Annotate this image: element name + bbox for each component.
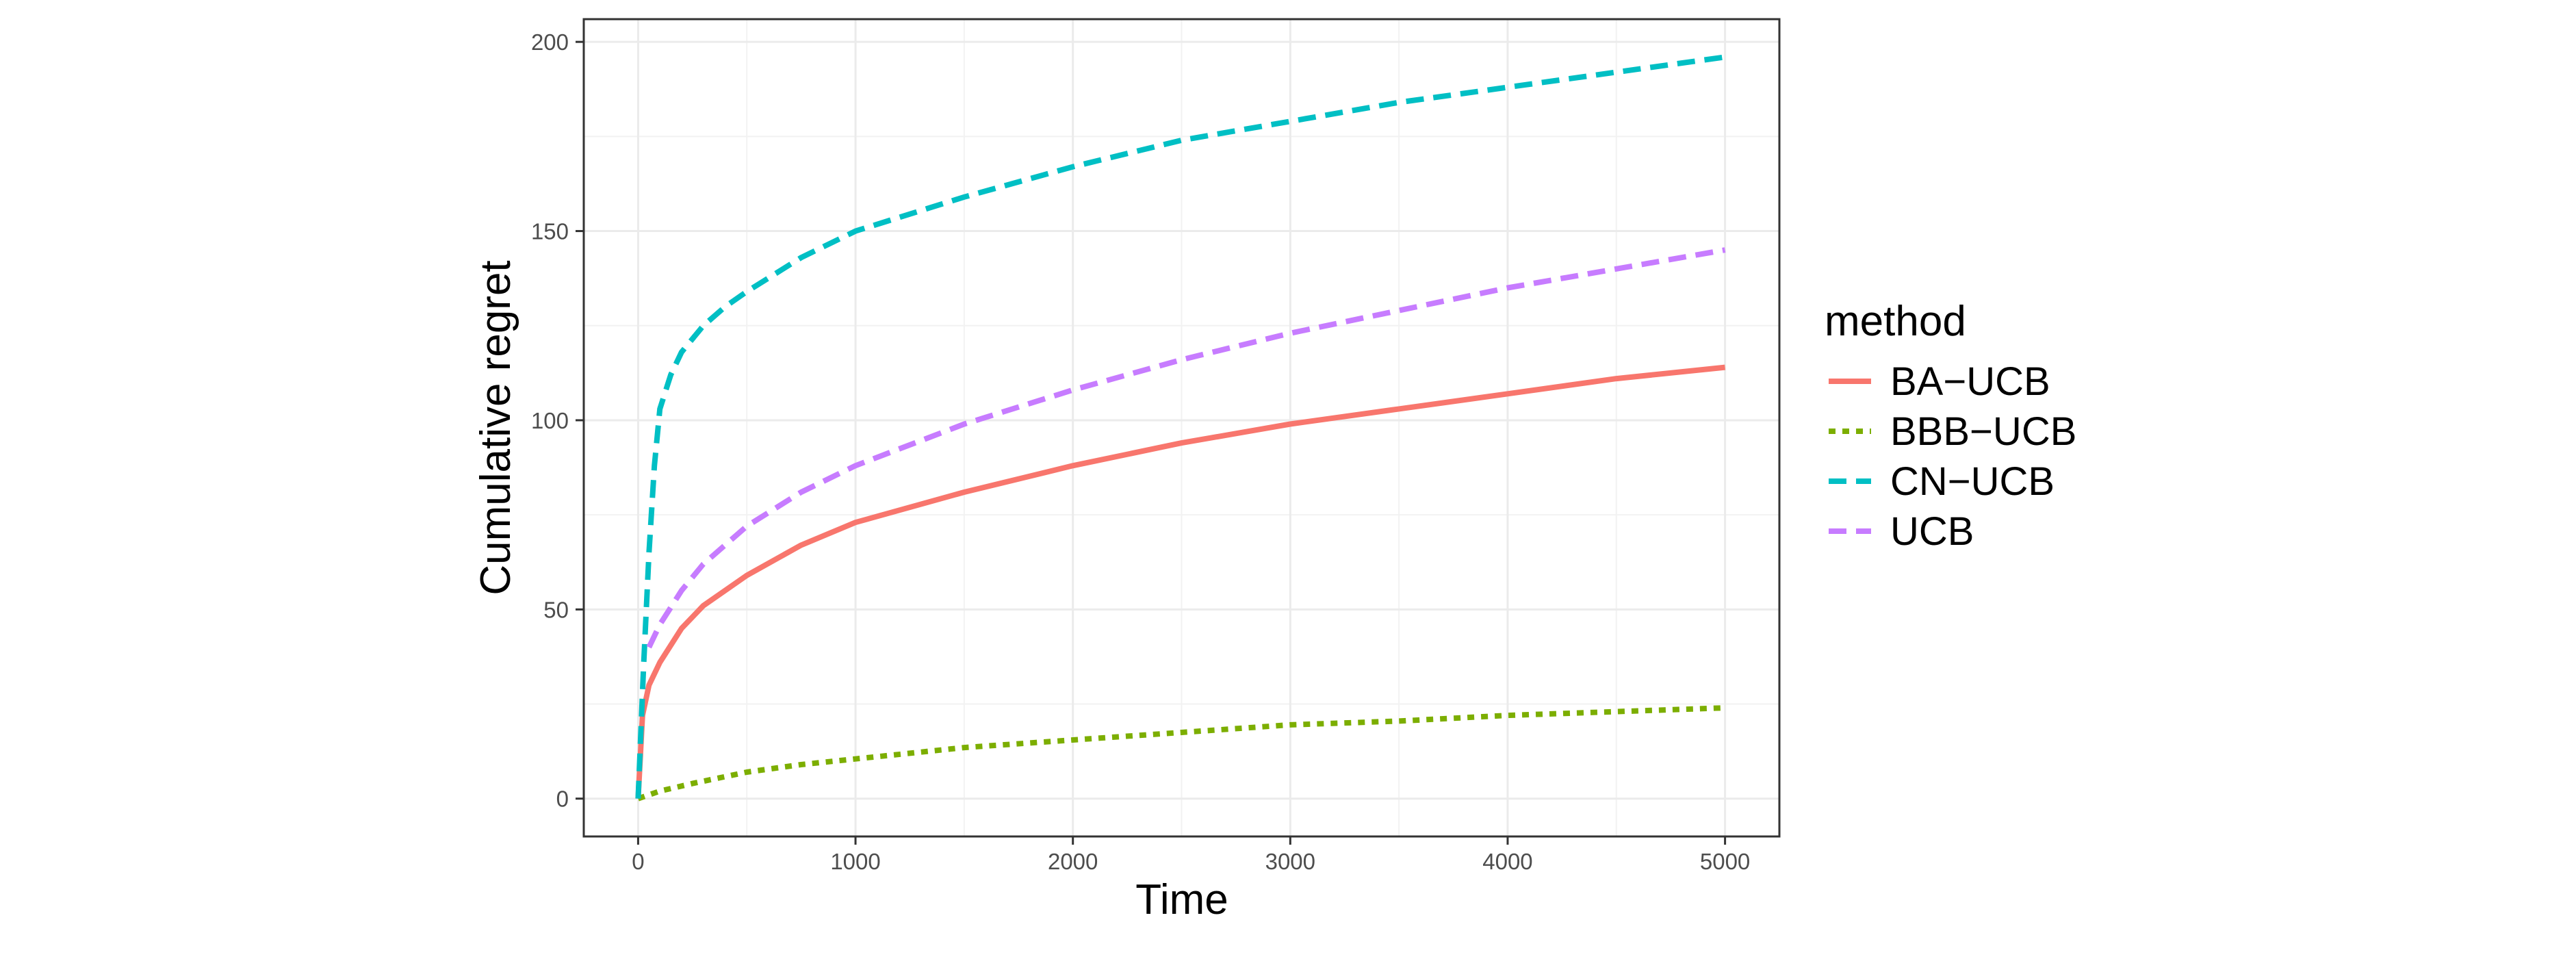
series-line [646, 247, 1726, 649]
y-tick-label: 50 [543, 597, 569, 622]
legend-label: CN−UCB [1890, 459, 2055, 504]
series-line [637, 705, 1725, 802]
legend-label: BA−UCB [1890, 359, 2050, 404]
major-gridlines [584, 19, 1779, 836]
y-tick-label: 150 [531, 219, 569, 244]
series-layer [635, 54, 1726, 802]
legend-label: UCB [1890, 509, 1974, 554]
x-axis: 0 1000 2000 3000 4000 5000 [632, 836, 1750, 874]
y-axis-title: Cumulative regret [472, 260, 519, 595]
series-line [635, 364, 1726, 799]
y-tick-label: 0 [556, 786, 569, 812]
legend: method BA−UCB BBB−UCB CN−UCB UCB [1825, 298, 2076, 554]
x-tick-label: 0 [632, 849, 644, 874]
legend-title: method [1825, 298, 1966, 345]
x-tick-label: 5000 [1700, 849, 1750, 874]
y-axis: 0 50 100 150 200 [531, 29, 584, 812]
series-line [635, 54, 1726, 799]
x-axis-title: Time [1135, 876, 1228, 923]
x-tick-label: 4000 [1482, 849, 1532, 874]
plot-panel-border [582, 18, 1781, 838]
x-tick-label: 2000 [1048, 849, 1098, 874]
x-tick-label: 1000 [830, 849, 880, 874]
legend-label: BBB−UCB [1890, 409, 2076, 454]
y-tick-label: 200 [531, 29, 569, 55]
minor-gridlines [584, 19, 1779, 836]
y-tick-label: 100 [531, 408, 569, 433]
x-tick-label: 3000 [1265, 849, 1315, 874]
